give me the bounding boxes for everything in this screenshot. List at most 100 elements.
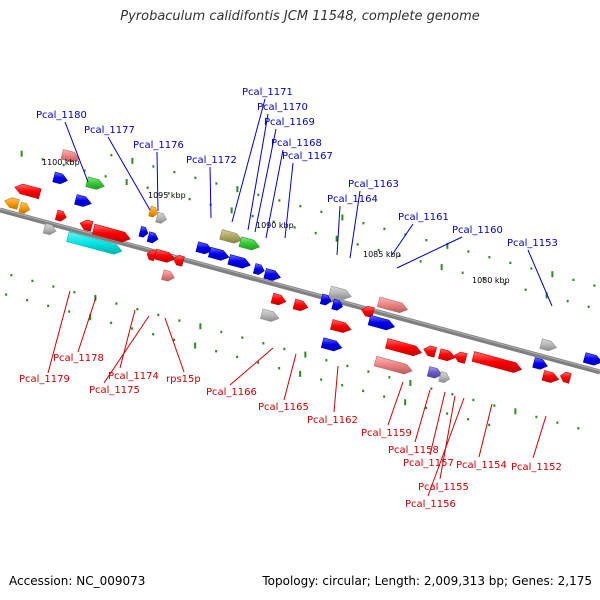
gene-arrow-40 [423,345,437,358]
gene-arrow-15 [146,231,159,244]
gene-arrow-18 [173,254,185,267]
gene-label-bottom: Pcal_1166 [206,387,257,398]
gene-arrow-48 [541,370,560,383]
gene-label-bottom: Pcal_1165 [258,402,309,413]
gene-label-leader [254,128,277,233]
gene-label-bottom: Pcal_1155 [418,482,469,493]
gene-arrow-8 [74,194,92,207]
gene-label-leader [336,205,341,256]
gene-label-leader [349,190,361,259]
gene-arrow-42 [426,366,443,379]
gene-arrow-11 [66,231,123,255]
gene-label-bottom: Pcal_1175 [89,385,140,396]
gene-label-top: Pcal_1177 [84,125,135,136]
gene-label-top: Pcal_1171 [242,87,293,98]
scale-label: 1095 kbp [148,191,186,200]
gene-arrow-44 [453,351,468,364]
gene-arrow-37 [320,337,343,352]
gene-label-top: Pcal_1153 [507,238,558,249]
gene-arrow-29 [292,298,309,312]
gene-arrow-16 [146,249,157,262]
gene-arrow-24 [227,254,251,269]
gene-arrow-19 [161,269,175,282]
gene-arrow-33 [361,305,375,318]
gene-arrow-20 [195,241,214,255]
genome-backbone [0,207,600,375]
gene-label-top: Pcal_1167 [282,151,333,162]
gene-arrow-38 [385,338,422,357]
gene-arrow-9 [79,219,94,232]
accession-text: Accession: NC_009073 [9,574,146,588]
gene-arrow-12 [148,205,158,218]
gene-label-bottom: rps15p [166,374,201,385]
gene-arrow-22 [219,229,243,244]
scale-label: 1085 kbp [363,250,401,259]
gene-arrow-13 [155,211,167,224]
gene-arrow-4 [42,223,57,236]
page-title: Pyrobaculum calidifontis JCM 11548, comp… [120,9,480,24]
gene-label-leader [231,98,266,223]
gene-label-leader [229,347,274,386]
genome-backbone-highlight [0,208,600,372]
gene-arrow-3 [54,209,67,222]
gene-arrow-43 [438,371,451,384]
gene-arrow-39 [373,355,413,375]
gene-arrow-17 [153,248,176,263]
gene-arrow-21 [207,246,230,261]
gene-label-bottom: Pcal_1154 [456,460,507,471]
gene-arrow-0 [14,183,42,200]
gene-arrow-6 [52,171,68,185]
gene-arrow-34 [376,296,409,314]
gene-arrow-25 [252,263,265,275]
gene-label-top: Pcal_1169 [264,117,315,128]
scale-label: 1090 kbp [256,221,294,230]
gene-arrow-32 [331,298,343,311]
gene-arrow-36 [330,319,352,333]
gene-label-leader [439,395,456,480]
gene-label-leader [414,389,431,443]
gene-label-leader [164,317,185,373]
gene-arrow-47 [532,357,548,370]
gene-arrow-10 [91,223,131,243]
gene-label-leader [103,315,150,384]
gene-arrow-45 [471,351,523,373]
gene-label-leader [396,236,463,269]
gene-label-leader [119,309,136,369]
gene-arrow-26 [263,268,281,281]
gene-label-bottom: Pcal_1159 [361,428,412,439]
gene-arrow-28 [260,308,280,322]
gene-arrow-50 [582,352,600,366]
scale-label: 1100 kbp [42,158,80,167]
gene-arrow-7 [85,176,105,190]
gene-arrow-49 [560,371,572,384]
gene-label-top: Pcal_1172 [186,155,237,166]
gene-arrow-30 [328,285,352,300]
gene-label-leader [247,113,269,231]
gene-label-bottom: Pcal_1162 [307,415,358,426]
gene-arrow-31 [319,293,332,306]
gene-label-bottom: Pcal_1174 [108,371,159,382]
gene-label-leader [284,162,294,239]
gene-label-bottom: Pcal_1178 [53,353,104,364]
gene-arrow-46 [539,338,558,352]
gene-label-bottom: Pcal_1158 [388,445,439,456]
gene-arrow-35 [367,314,395,331]
gene-label-leader [156,151,159,212]
gene-arrow-27 [270,292,287,306]
gene-label-leader [209,166,212,219]
gene-arrow-5 [60,149,81,163]
gene-label-leader [427,397,465,497]
gene-label-leader [77,296,97,353]
gene-label-leader [478,403,493,458]
scale-label: 1080 kbp [472,276,510,285]
gene-label-leader [532,415,547,459]
gene-label-leader [429,391,446,456]
gene-arrow-41 [438,348,456,362]
gene-label-top: Pcal_1176 [133,140,184,151]
gene-label-leader [64,121,89,183]
gene-label-top: Pcal_1170 [257,102,308,113]
gene-label-leader [265,149,284,239]
gene-label-leader [283,353,297,401]
